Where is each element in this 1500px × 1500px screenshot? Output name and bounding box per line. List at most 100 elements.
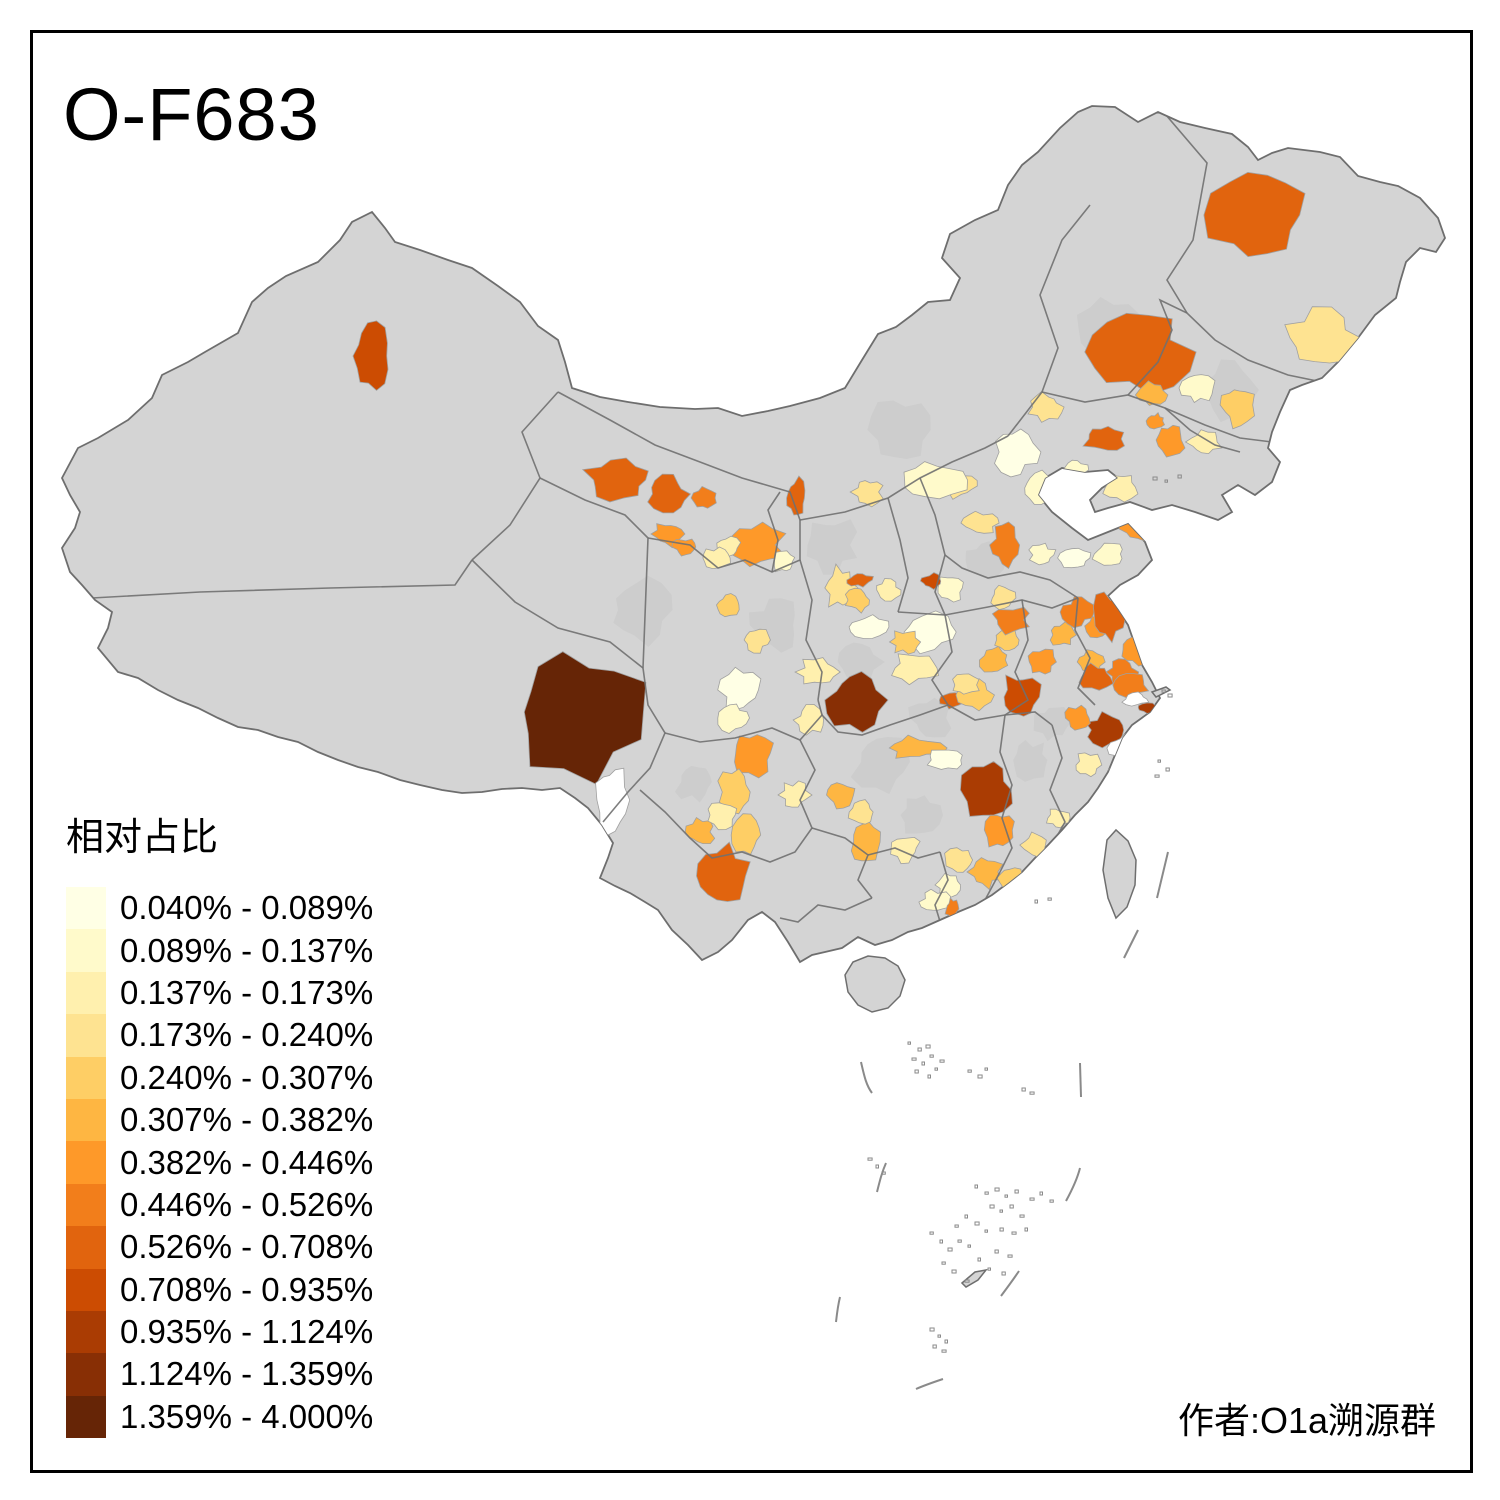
nodata-prefecture (674, 765, 712, 803)
small-island-dot (954, 1224, 959, 1228)
prefecture-patch (717, 768, 751, 815)
small-island-dot (1011, 1231, 1017, 1235)
prefecture-patch (990, 584, 1017, 611)
prefecture-patch (523, 651, 647, 785)
small-island-dot (974, 1221, 980, 1226)
legend-row: 0.708% - 0.935% (66, 1268, 374, 1311)
prefecture-patch (952, 673, 980, 695)
legend-row: 0.089% - 0.137% (66, 929, 374, 972)
small-island-dot (1024, 1227, 1028, 1232)
prefecture-patch (1003, 674, 1042, 717)
small-island-dot (977, 1257, 981, 1262)
legend-label: 0.173% - 0.240% (120, 1016, 374, 1054)
prefecture-patch (595, 767, 631, 836)
small-island-dot (907, 1041, 911, 1045)
prefecture-patch (1027, 648, 1057, 675)
prefecture-patch (937, 576, 964, 603)
legend-row: 1.359% - 4.000% (66, 1395, 373, 1439)
prefecture-patch (717, 703, 750, 734)
small-island-dot (934, 1067, 938, 1071)
nodata-prefecture (850, 737, 910, 795)
prefecture-patch (1064, 704, 1091, 731)
small-island-dot (1029, 1197, 1035, 1201)
small-island-dot (1019, 1214, 1025, 1218)
prefecture-patch (1184, 429, 1223, 455)
legend-row: 0.446% - 0.526% (66, 1183, 373, 1227)
province-border-line (999, 714, 1013, 873)
legend-row: 0.040% - 0.089% (66, 887, 374, 930)
small-island-dot (937, 1334, 941, 1338)
legend-label: 0.382% - 0.446% (120, 1143, 374, 1181)
small-island-dot (994, 1187, 1000, 1192)
prefecture-patch (846, 573, 874, 588)
legend-label: 0.307% - 0.382% (120, 1101, 374, 1139)
small-island-dot (1034, 899, 1038, 904)
prefecture-patch (903, 461, 968, 500)
prefecture-patch (1091, 542, 1123, 566)
prefecture-patch (890, 836, 921, 865)
small-island-dot (1167, 693, 1173, 698)
small-island-dot (984, 1191, 989, 1195)
sea-boundary-dash (1156, 851, 1169, 899)
province-border-line (664, 714, 823, 743)
small-island-dot (984, 1229, 988, 1233)
small-island-dot (875, 1164, 879, 1169)
province-border-line (1007, 204, 1091, 437)
prefecture-patch (959, 761, 1013, 817)
legend-row: 0.526% - 0.708% (66, 1226, 373, 1269)
small-island-dot (1007, 1254, 1013, 1258)
prefecture-patch (844, 587, 870, 614)
legend-swatch (66, 1395, 106, 1439)
prefecture-patch (786, 475, 806, 516)
prefecture-patch (824, 671, 889, 733)
small-island-dot (1021, 1087, 1026, 1092)
prefecture-patch (960, 510, 1000, 534)
province-border-line (944, 554, 1079, 599)
prefecture-patch (826, 782, 856, 810)
legend-row: 0.137% - 0.173% (66, 971, 373, 1015)
small-island-dot (941, 1349, 947, 1353)
legend-swatch (66, 1268, 106, 1311)
legend-label: 0.040% - 0.089% (120, 889, 374, 927)
small-island-dot (964, 1279, 970, 1283)
legend-label: 0.708% - 0.935% (120, 1270, 374, 1308)
legend-swatch (66, 1014, 106, 1057)
legend-title: 相对占比 (66, 817, 219, 859)
small-island-dot (1049, 1199, 1054, 1203)
legend-row: 1.124% - 1.359% (66, 1353, 373, 1396)
legend-swatch (66, 1226, 106, 1269)
small-island-dot (1009, 1204, 1014, 1209)
prefecture-patch (1219, 389, 1255, 430)
small-island-dot (941, 1261, 946, 1265)
small-island-dot (1164, 479, 1168, 483)
prefecture-patch (848, 614, 890, 639)
prefecture-patch (1178, 374, 1216, 404)
prefecture-patch (1082, 425, 1126, 451)
province-border-line (471, 559, 644, 669)
sea-boundary-dash (1079, 1062, 1082, 1098)
province-border-line (779, 897, 873, 923)
province-border-line (934, 851, 949, 929)
prefecture-patch (876, 578, 902, 602)
prefecture-patch (690, 485, 717, 509)
small-island-dot (1004, 1194, 1008, 1198)
small-island-dot (999, 1227, 1004, 1232)
small-island-dot (944, 1339, 948, 1344)
legend-label: 0.935% - 1.124% (120, 1313, 374, 1351)
small-island-dot (974, 1184, 978, 1189)
legend-label: 0.089% - 0.137% (120, 931, 374, 969)
legend-row: 0.173% - 0.240% (66, 1014, 374, 1057)
small-island-dot (967, 1244, 971, 1248)
nodata-prefecture (837, 642, 885, 686)
island (960, 1268, 988, 1288)
province-border-line (1164, 407, 1241, 453)
figure-border (30, 30, 1473, 1473)
small-island-dot (1177, 474, 1182, 479)
province-borders (91, 107, 1323, 929)
small-island-dot (1161, 689, 1166, 693)
small-island-dot (999, 1209, 1003, 1213)
prefecture-patch (734, 734, 774, 779)
prefecture-patch (777, 780, 813, 808)
small-island-dot (917, 1047, 922, 1052)
